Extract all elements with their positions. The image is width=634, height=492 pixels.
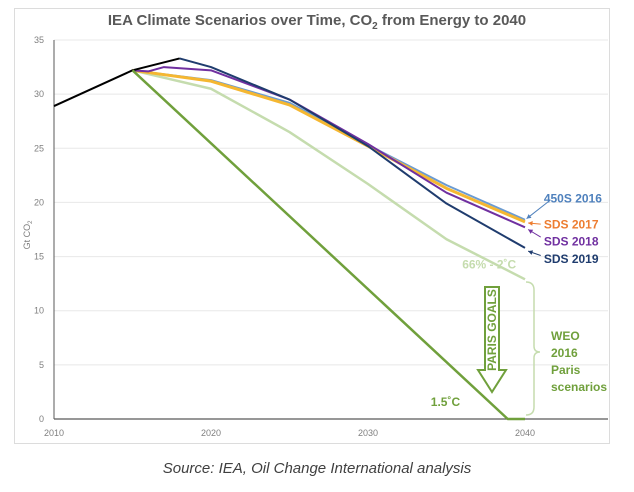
paris-goals-arrow-icon: [476, 286, 508, 394]
paris-goals-label: PARIS GOALS: [485, 289, 499, 371]
series-label: 450S 2016: [544, 191, 602, 205]
y-tick-label: 5: [39, 360, 44, 370]
source-caption: Source: IEA, Oil Change International an…: [162, 460, 472, 477]
series-lines: [53, 57, 526, 421]
bracket: [525, 281, 541, 416]
series-line-66-2-c: [132, 69, 526, 281]
arrowhead-icon: [526, 214, 532, 219]
series-line-1-5-c: [131, 69, 525, 421]
x-tick-label: 2010: [44, 428, 64, 438]
series-labels: 450S 2016 SDS 2017 SDS 2018 SDS 2019 66% - 2…: [431, 191, 602, 409]
series-label: SDS 2019: [544, 252, 599, 266]
y-tick-label: 25: [34, 143, 44, 153]
annotations: PARIS GOALS WEO 2016 Paris scenarios: [476, 281, 607, 416]
series-label: SDS 2017: [544, 217, 599, 231]
series-label: 66% - 2˚C: [462, 257, 516, 271]
y-tick-label: 30: [34, 89, 44, 99]
y-tick-label: 10: [34, 306, 44, 316]
x-tick-label: 2030: [358, 428, 378, 438]
x-tick-label: 2040: [515, 428, 535, 438]
arrowhead-icon: [528, 250, 534, 255]
axes: [53, 40, 608, 420]
bracket-label-line: scenarios: [551, 380, 607, 394]
chart-frame: [14, 8, 610, 444]
bracket-label-line: 2016: [551, 346, 578, 360]
y-tick-label: 20: [34, 197, 44, 207]
series-line-sds-2018: [132, 66, 526, 229]
series-line-sds-2019: [179, 57, 526, 249]
y-axis-label: Gt CO2: [22, 220, 34, 250]
bracket-label-line: Paris: [551, 363, 581, 377]
bracket-label-line: WEO: [551, 329, 580, 343]
gridlines: [54, 39, 608, 366]
chart-title: IEA Climate Scenarios over Time, CO2 fro…: [107, 12, 527, 32]
arrowhead-icon: [528, 220, 533, 226]
x-tick-label: 2020: [201, 428, 221, 438]
series-label: 1.5˚C: [431, 395, 461, 409]
series-line-sds-2017: [132, 68, 526, 224]
y-tick-label: 0: [39, 414, 44, 424]
arrowhead-icon: [528, 229, 534, 234]
label-pointer-arrow: [526, 199, 551, 220]
series-line-historical: [53, 57, 180, 107]
tick-labels: 0 5 10 15 20 25 30 35 2010 2020 2030 2040: [34, 35, 535, 438]
y-tick-label: 15: [34, 252, 44, 262]
y-tick-label: 35: [34, 35, 44, 45]
series-label: SDS 2018: [544, 235, 599, 249]
